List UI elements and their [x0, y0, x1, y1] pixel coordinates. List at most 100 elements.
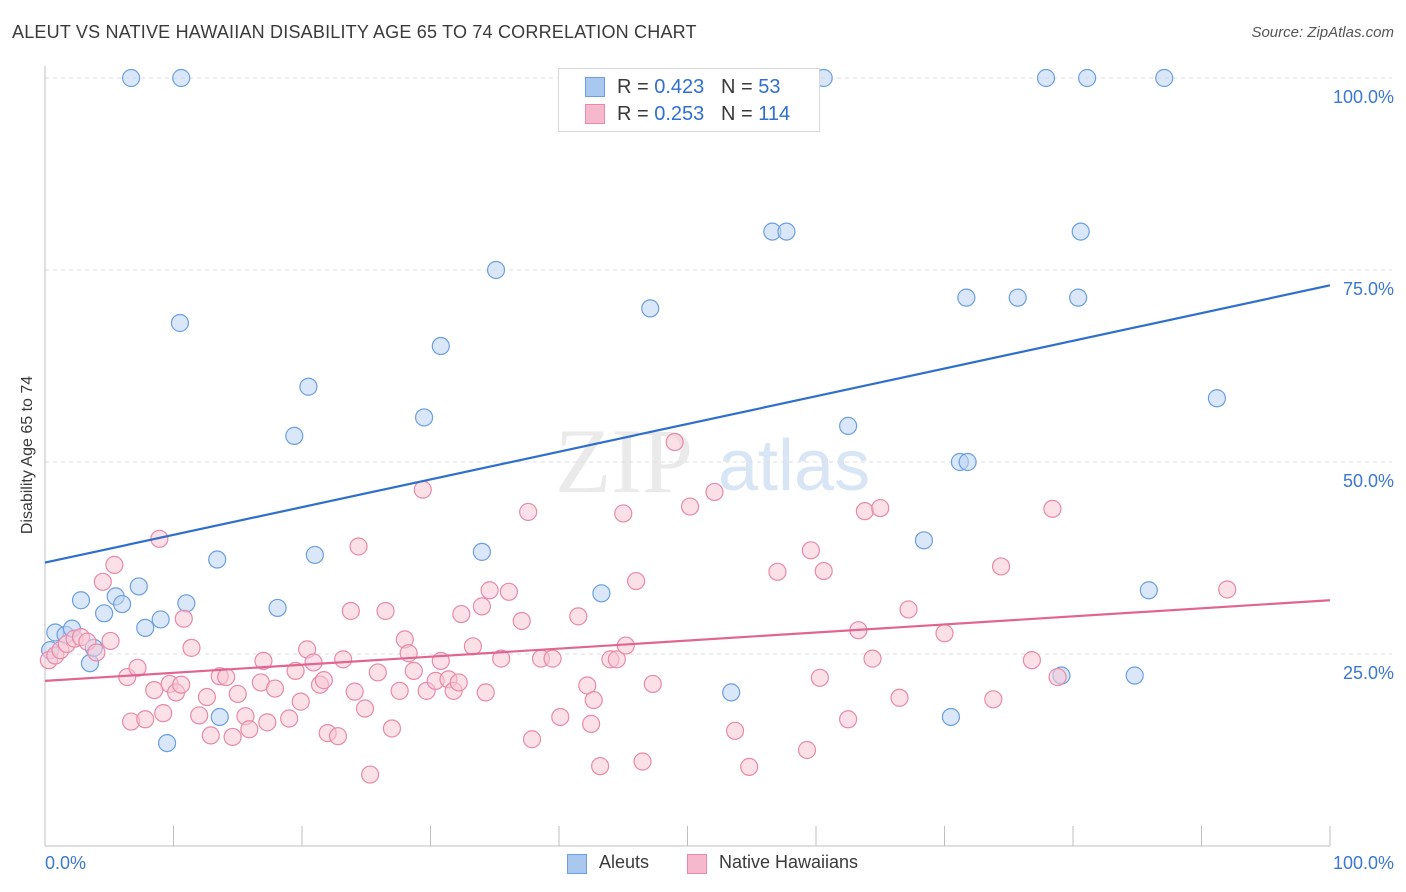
data-point [314, 671, 333, 690]
data-point [569, 607, 588, 626]
chart-title: ALEUT VS NATIVE HAWAIIAN DISABILITY AGE … [12, 22, 697, 42]
grid-lines [45, 77, 1392, 655]
data-point [1036, 68, 1056, 88]
y-tick-label: 25.0% [1343, 663, 1394, 683]
bottom-legend-label-native-hawaiians: Native Hawaiians [719, 852, 859, 872]
y-tick-label: 100.0% [1333, 87, 1394, 107]
legend-text-native-hawaiians: R = 0.253 N = 114 [617, 103, 790, 126]
data-point [190, 706, 209, 725]
data-point [519, 502, 538, 522]
data-point [258, 713, 277, 732]
tick-labels: 25.0% 50.0% 75.0% 100.0% 0.0% 100.0% [45, 87, 1394, 873]
data-point [105, 555, 124, 575]
data-point [871, 498, 890, 518]
data-point [626, 571, 646, 591]
data-point [633, 752, 652, 771]
legend-n-value: 114 [758, 103, 791, 125]
data-point [492, 649, 511, 668]
data-point [957, 288, 976, 307]
data-point [305, 545, 324, 565]
data-point [1069, 288, 1088, 307]
data-point [935, 624, 954, 643]
legend-n-label: N = [720, 103, 759, 125]
data-point [1071, 222, 1090, 241]
data-point [197, 687, 217, 707]
legend-swatch-aleuts [585, 77, 605, 97]
data-point [1022, 651, 1041, 670]
data-point [522, 730, 542, 749]
data-point [361, 765, 380, 784]
data-point [1125, 666, 1144, 685]
data-point [201, 726, 220, 745]
data-point [404, 661, 423, 680]
data-point [172, 68, 191, 88]
data-point [101, 631, 120, 651]
data-point [592, 584, 611, 603]
data-point [1155, 68, 1174, 88]
stats-legend: R = 0.423 N = 53 R = 0.253 N = 114 [558, 68, 820, 132]
data-point [499, 582, 518, 601]
data-point [665, 432, 684, 452]
data-point [210, 707, 229, 727]
x-tick-label: 0.0% [45, 853, 86, 873]
data-point [145, 680, 164, 700]
data-point [641, 299, 660, 318]
data-point [151, 610, 170, 629]
data-point [941, 707, 961, 727]
data-point [551, 707, 570, 727]
data-point [914, 531, 934, 550]
legend-r-value: 0.253 [654, 103, 705, 125]
data-point [643, 674, 662, 694]
data-point [486, 260, 506, 280]
data-point [174, 609, 193, 628]
data-point [480, 581, 499, 600]
data-point [414, 408, 434, 427]
data-point [801, 541, 820, 560]
legend-swatch-native-hawaiians [585, 104, 605, 124]
data-point [154, 704, 173, 723]
data-point [355, 699, 375, 718]
data-point [87, 643, 106, 662]
data-point [984, 690, 1003, 709]
data-point [810, 668, 829, 687]
data-point [543, 649, 562, 668]
data-point [112, 594, 132, 614]
data-point [725, 721, 745, 740]
data-point [839, 416, 858, 436]
data-point [591, 757, 610, 776]
source-label: Source: ZipAtlas.com [1251, 24, 1394, 41]
data-point [899, 600, 918, 619]
data-point [172, 675, 191, 694]
x-tick-label: 100.0% [1333, 853, 1394, 873]
bottom-legend-swatch-native-hawaiians [687, 854, 707, 874]
data-point [93, 572, 112, 591]
data-point [268, 598, 287, 618]
data-point [304, 653, 323, 672]
data-point [1218, 580, 1237, 599]
data-point [291, 692, 310, 711]
data-point [240, 720, 259, 739]
data-point [254, 651, 273, 671]
data-point [228, 684, 247, 704]
data-point [345, 682, 364, 701]
data-point [1043, 499, 1062, 518]
legend-n-value: 53 [758, 76, 781, 98]
data-point [839, 710, 858, 729]
data-point [680, 497, 700, 516]
data-point [722, 683, 741, 702]
data-point [265, 679, 285, 698]
data-point [223, 727, 242, 747]
data-point [286, 661, 305, 680]
data-point [855, 502, 874, 521]
data-point [991, 557, 1011, 576]
data-point [157, 733, 177, 753]
data-point [349, 537, 368, 556]
data-point [177, 594, 196, 613]
series-native-hawaiians [39, 432, 1237, 784]
bottom-legend-swatch-aleuts [567, 854, 587, 874]
data-point [390, 681, 409, 700]
data-point [382, 719, 402, 738]
data-point [95, 604, 114, 623]
data-point [797, 740, 817, 760]
legend-text-aleuts: R = 0.423 N = 53 [617, 76, 780, 99]
